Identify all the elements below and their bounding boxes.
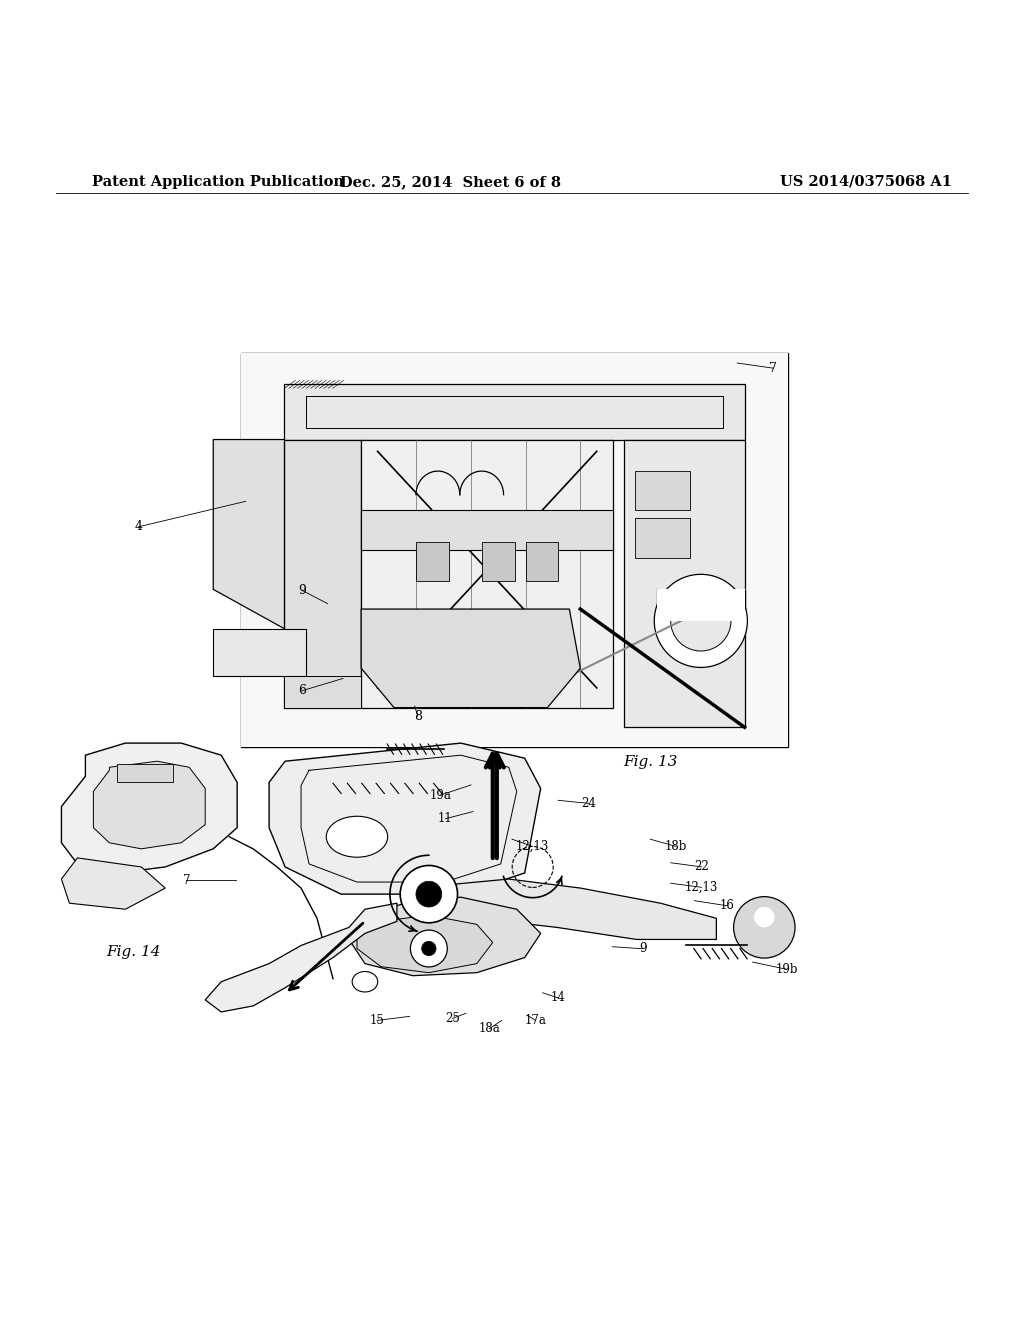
Text: 17a: 17a	[524, 1014, 547, 1027]
Text: 11: 11	[438, 812, 453, 825]
Polygon shape	[416, 543, 449, 581]
Text: 15: 15	[370, 1014, 384, 1027]
Circle shape	[671, 591, 731, 651]
Polygon shape	[61, 858, 165, 909]
Polygon shape	[624, 440, 744, 727]
Polygon shape	[213, 440, 285, 628]
Polygon shape	[357, 915, 493, 973]
Text: 7: 7	[769, 362, 777, 375]
Polygon shape	[241, 352, 788, 747]
Text: Patent Application Publication: Patent Application Publication	[92, 174, 344, 189]
Polygon shape	[285, 676, 361, 708]
Text: 9: 9	[298, 583, 306, 597]
Circle shape	[733, 896, 795, 958]
Text: US 2014/0375068 A1: US 2014/0375068 A1	[780, 174, 952, 189]
Text: Fig. 14: Fig. 14	[105, 945, 161, 958]
Polygon shape	[213, 628, 306, 676]
Bar	[241, 352, 788, 747]
Circle shape	[754, 907, 774, 928]
Text: 18a: 18a	[478, 1022, 501, 1035]
Text: 19a: 19a	[429, 788, 452, 801]
Circle shape	[654, 574, 748, 668]
Text: 12,13: 12,13	[516, 840, 549, 853]
Text: 6: 6	[298, 684, 306, 697]
Text: 16: 16	[720, 899, 734, 912]
Polygon shape	[93, 762, 205, 849]
Polygon shape	[361, 609, 581, 708]
Text: 9: 9	[639, 942, 647, 956]
Text: 14: 14	[551, 991, 565, 1005]
Text: 22: 22	[694, 861, 709, 874]
Polygon shape	[361, 511, 613, 550]
Text: 8: 8	[414, 710, 422, 723]
Text: 7: 7	[182, 874, 190, 887]
Polygon shape	[285, 440, 361, 708]
Polygon shape	[269, 743, 541, 894]
Polygon shape	[657, 589, 744, 620]
Text: 25: 25	[445, 1012, 460, 1024]
Polygon shape	[361, 440, 613, 708]
Ellipse shape	[327, 816, 388, 857]
Polygon shape	[481, 543, 514, 581]
Polygon shape	[285, 384, 744, 440]
Circle shape	[416, 882, 441, 907]
Polygon shape	[118, 764, 173, 783]
Text: 19b: 19b	[775, 962, 798, 975]
Polygon shape	[397, 879, 717, 940]
Polygon shape	[205, 903, 397, 1012]
Polygon shape	[349, 898, 541, 975]
Polygon shape	[635, 519, 690, 558]
Text: 4: 4	[134, 520, 142, 533]
Text: 12,13: 12,13	[685, 880, 718, 894]
Text: Fig. 13: Fig. 13	[623, 755, 678, 770]
Text: 24: 24	[582, 797, 596, 810]
Circle shape	[400, 866, 458, 923]
Ellipse shape	[352, 972, 378, 993]
Polygon shape	[635, 471, 690, 511]
Polygon shape	[525, 543, 558, 581]
Text: Dec. 25, 2014  Sheet 6 of 8: Dec. 25, 2014 Sheet 6 of 8	[340, 174, 561, 189]
Text: 18b: 18b	[665, 840, 687, 853]
Circle shape	[422, 941, 436, 956]
Circle shape	[411, 931, 447, 968]
Polygon shape	[61, 743, 238, 873]
